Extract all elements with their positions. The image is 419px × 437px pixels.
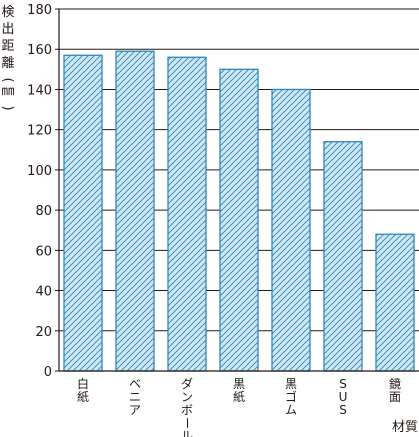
bar: [271, 88, 311, 372]
y-tick-label: 120: [27, 124, 52, 139]
x-category-label-char: S: [339, 377, 347, 391]
y-axis-title-char: 検: [1, 5, 14, 20]
x-category-label: SUS: [339, 377, 348, 417]
x-category-label-char: ゴ: [285, 389, 297, 404]
x-axis-title: 材質: [392, 420, 418, 435]
x-category-label: 黒ゴム: [285, 377, 297, 417]
bar: [115, 50, 155, 372]
x-category-label-char: ボ: [181, 403, 193, 417]
x-category-label-char: 黒: [285, 377, 297, 391]
bar: [323, 141, 363, 372]
y-tick-label: 60: [35, 244, 52, 259]
x-category-label-char: ニ: [129, 390, 141, 404]
x-category-label-char: ア: [129, 403, 141, 417]
x-category-label: ベニア: [129, 377, 141, 417]
x-category-label-char: U: [339, 390, 348, 404]
y-axis-title-char: 離: [1, 56, 14, 71]
x-category-label-char: 白: [77, 376, 89, 391]
x-axis: [58, 9, 419, 372]
x-category-label-char: 鏡: [389, 376, 401, 391]
bar: [375, 233, 415, 372]
bar: [63, 54, 103, 372]
x-category-label: 鏡面: [389, 376, 401, 404]
x-category-label-char: ム: [285, 403, 297, 417]
y-tick-label: 160: [27, 43, 52, 58]
x-category-label-char: 紙: [233, 389, 245, 404]
x-category-label-char: ン: [181, 390, 193, 404]
x-category-label-char: ー: [180, 417, 194, 429]
bar: [219, 68, 259, 372]
x-category-label-char: ル: [181, 429, 193, 437]
bars: [63, 50, 415, 372]
y-tick-label: 140: [27, 83, 52, 98]
x-category-label-char: 紙: [77, 389, 89, 404]
y-tick-label: 80: [35, 204, 52, 219]
y-tick-label: 40: [35, 285, 52, 300]
x-category-label-char: 黒: [233, 377, 245, 391]
y-tick-label: 0: [44, 365, 52, 380]
y-tick-label: 180: [27, 3, 52, 18]
y-axis-ticks: 0 20 40 60 80 100 120 140 160 180: [27, 3, 59, 380]
x-category-label-char: 面: [389, 390, 401, 404]
x-category-label: 黒紙: [233, 377, 245, 404]
x-category-label-char: ダ: [181, 376, 193, 391]
y-axis-title-char: 距: [1, 39, 14, 54]
y-tick-label: 100: [27, 164, 52, 179]
y-axis-title-char: ㎜: [1, 84, 14, 99]
bar: [167, 56, 207, 372]
y-axis-title-char: 出: [1, 22, 14, 37]
x-category-label-char: ベ: [129, 377, 141, 391]
y-axis-title-char: (: [0, 77, 15, 82]
x-category-label-char: S: [339, 403, 347, 417]
x-category-label: 白紙: [77, 376, 89, 404]
y-tick-label: 20: [35, 325, 52, 340]
y-axis-title-char: ): [0, 105, 15, 110]
